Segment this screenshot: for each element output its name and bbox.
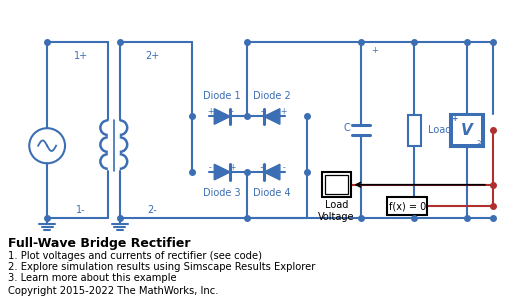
Text: -: - bbox=[231, 107, 234, 116]
Bar bbox=[388, 197, 427, 215]
Polygon shape bbox=[214, 164, 230, 180]
Text: 2+: 2+ bbox=[146, 51, 159, 61]
Polygon shape bbox=[264, 109, 280, 124]
Text: -: - bbox=[261, 107, 263, 116]
Bar bbox=[408, 115, 421, 146]
Bar bbox=[321, 172, 351, 197]
Text: +: + bbox=[451, 114, 457, 123]
Text: +: + bbox=[207, 107, 214, 116]
Text: 1-: 1- bbox=[76, 205, 86, 215]
Text: Diode 1: Diode 1 bbox=[203, 91, 241, 101]
Text: +: + bbox=[229, 163, 235, 172]
Bar bbox=[453, 117, 481, 144]
Bar bbox=[450, 114, 484, 147]
Text: Copyright 2015-2022 The MathWorks, Inc.: Copyright 2015-2022 The MathWorks, Inc. bbox=[8, 286, 219, 296]
Text: -: - bbox=[209, 163, 212, 172]
Text: Full-Wave Bridge Rectifier: Full-Wave Bridge Rectifier bbox=[8, 237, 191, 250]
Text: V: V bbox=[461, 123, 473, 138]
Polygon shape bbox=[214, 109, 230, 124]
Text: Diode 3: Diode 3 bbox=[203, 188, 241, 198]
Text: f(x) = 0: f(x) = 0 bbox=[389, 201, 426, 211]
Text: Load
Voltage: Load Voltage bbox=[318, 200, 355, 222]
Text: Diode 4: Diode 4 bbox=[253, 188, 291, 198]
Text: Diode 2: Diode 2 bbox=[253, 91, 291, 101]
Text: >: > bbox=[477, 137, 483, 146]
Text: 3. Learn more about this example: 3. Learn more about this example bbox=[8, 272, 177, 283]
Text: 2-: 2- bbox=[148, 205, 157, 215]
Text: +: + bbox=[371, 46, 378, 55]
Text: 1+: 1+ bbox=[74, 51, 88, 61]
Text: 1. Plot voltages and currents of rectifier (see code): 1. Plot voltages and currents of rectifi… bbox=[8, 251, 262, 261]
Text: Load: Load bbox=[428, 125, 452, 135]
Text: +: + bbox=[281, 107, 287, 116]
Text: -: - bbox=[282, 163, 285, 172]
Text: +: + bbox=[259, 163, 265, 172]
Text: 2. Explore simulation results using Simscape Results Explorer: 2. Explore simulation results using Sims… bbox=[8, 262, 316, 272]
Bar bbox=[325, 176, 348, 194]
Text: C: C bbox=[343, 123, 350, 133]
Polygon shape bbox=[264, 164, 280, 180]
